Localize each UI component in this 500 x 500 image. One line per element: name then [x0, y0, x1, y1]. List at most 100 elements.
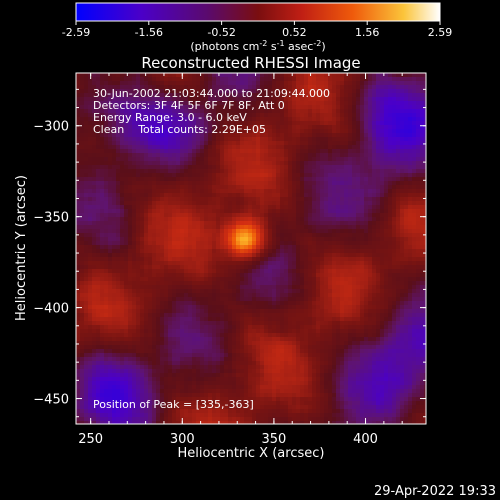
heatmap-pixel — [124, 285, 129, 290]
heatmap-pixel — [188, 297, 193, 302]
heatmap-pixel — [224, 277, 229, 282]
heatmap-pixel — [416, 73, 421, 78]
heatmap-pixel — [172, 269, 177, 274]
heatmap-pixel — [344, 209, 349, 214]
heatmap-pixel — [360, 161, 365, 166]
heatmap-pixel — [380, 229, 385, 234]
heatmap-pixel — [144, 105, 149, 110]
heatmap-pixel — [128, 285, 133, 290]
heatmap-pixel — [192, 197, 197, 202]
heatmap-pixel — [332, 233, 337, 238]
heatmap-pixel — [240, 253, 245, 258]
heatmap-pixel — [188, 229, 193, 234]
heatmap-pixel — [168, 289, 173, 294]
heatmap-pixel — [104, 133, 109, 138]
heatmap-pixel — [76, 129, 81, 134]
heatmap-pixel — [112, 85, 117, 90]
heatmap-pixel — [252, 237, 257, 242]
heatmap-pixel — [228, 281, 233, 286]
heatmap-pixel — [80, 237, 85, 242]
heatmap-pixel — [184, 293, 189, 298]
heatmap-pixel — [272, 113, 277, 118]
heatmap-pixel — [244, 209, 249, 214]
heatmap-pixel — [100, 137, 105, 142]
heatmap-pixel — [388, 265, 393, 270]
heatmap-pixel — [100, 225, 105, 230]
heatmap-pixel — [376, 257, 381, 262]
heatmap-pixel — [396, 117, 401, 122]
heatmap-pixel — [84, 161, 89, 166]
heatmap-pixel — [136, 233, 141, 238]
heatmap-pixel — [388, 81, 393, 86]
heatmap-pixel — [268, 121, 273, 126]
heatmap-pixel — [332, 229, 337, 234]
heatmap-pixel — [160, 157, 165, 162]
heatmap-pixel — [160, 285, 165, 290]
heatmap-pixel — [272, 149, 277, 154]
heatmap-pixel — [388, 217, 393, 222]
heatmap-pixel — [308, 81, 313, 86]
heatmap-pixel — [252, 281, 257, 286]
heatmap-pixel — [212, 269, 217, 274]
heatmap-pixel — [116, 221, 121, 226]
heatmap-pixel — [96, 297, 101, 302]
heatmap-pixel — [248, 181, 253, 186]
heatmap-pixel — [152, 249, 157, 254]
heatmap-pixel — [116, 157, 121, 162]
heatmap-pixel — [332, 177, 337, 182]
heatmap-pixel — [320, 137, 325, 142]
heatmap-pixel — [352, 89, 357, 94]
heatmap-pixel — [192, 85, 197, 90]
heatmap-pixel — [132, 173, 137, 178]
heatmap-pixel — [292, 225, 297, 230]
heatmap-pixel — [328, 265, 333, 270]
heatmap-pixel — [92, 297, 97, 302]
heatmap-pixel — [184, 169, 189, 174]
heatmap-pixel — [168, 97, 173, 102]
heatmap-pixel — [140, 133, 145, 138]
heatmap-pixel — [288, 157, 293, 162]
heatmap-pixel — [220, 249, 225, 254]
heatmap-pixel — [184, 277, 189, 282]
heatmap-pixel — [372, 277, 377, 282]
heatmap-pixel — [220, 137, 225, 142]
heatmap-pixel — [424, 185, 426, 190]
heatmap-pixel — [420, 185, 425, 190]
heatmap-pixel — [424, 181, 426, 186]
heatmap-pixel — [84, 197, 89, 202]
heatmap-pixel — [364, 89, 369, 94]
heatmap-pixel — [128, 157, 133, 162]
heatmap-pixel — [148, 221, 153, 226]
heatmap-pixel — [352, 221, 357, 226]
heatmap-pixel — [216, 89, 221, 94]
heatmap-pixel — [264, 269, 269, 274]
heatmap-pixel — [400, 77, 405, 82]
heatmap-pixel — [172, 165, 177, 170]
heatmap-pixel — [300, 105, 305, 110]
heatmap-pixel — [372, 89, 377, 94]
heatmap-pixel — [324, 133, 329, 138]
heatmap-pixel — [420, 189, 425, 194]
heatmap-pixel — [184, 165, 189, 170]
heatmap-pixel — [300, 245, 305, 250]
heatmap-pixel — [352, 105, 357, 110]
heatmap-pixel — [80, 217, 85, 222]
heatmap-pixel — [320, 165, 325, 170]
heatmap-pixel — [164, 181, 169, 186]
heatmap-pixel — [264, 85, 269, 90]
heatmap-pixel — [168, 193, 173, 198]
heatmap-pixel — [340, 257, 345, 262]
heatmap-pixel — [280, 181, 285, 186]
heatmap-pixel — [284, 217, 289, 222]
heatmap-pixel — [412, 233, 417, 238]
heatmap-pixel — [128, 145, 133, 150]
heatmap-pixel — [304, 229, 309, 234]
heatmap-pixel — [256, 149, 261, 154]
heatmap-pixel — [112, 281, 117, 286]
heatmap-pixel — [292, 265, 297, 270]
heatmap-pixel — [348, 225, 353, 230]
heatmap-pixel — [340, 229, 345, 234]
heatmap-pixel — [352, 141, 357, 146]
heatmap-pixel — [364, 85, 369, 90]
heatmap-pixel — [116, 197, 121, 202]
